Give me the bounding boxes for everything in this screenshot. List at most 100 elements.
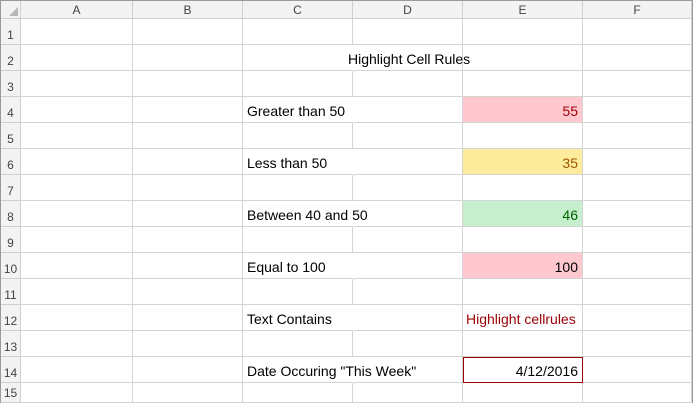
cell-b8[interactable] xyxy=(133,201,243,227)
cell-d14[interactable] xyxy=(353,357,463,383)
rule-value-cell[interactable]: Highlight cellrules xyxy=(463,305,583,331)
row-header[interactable]: 5 xyxy=(1,123,21,149)
cell-a14[interactable] xyxy=(21,357,133,383)
rule-value-cell[interactable]: 55 xyxy=(463,97,583,123)
cell-a3[interactable] xyxy=(21,71,133,97)
cell-c2[interactable] xyxy=(243,45,353,71)
cell-d9[interactable] xyxy=(353,227,463,253)
cell-f8[interactable] xyxy=(583,201,692,227)
cell-d11[interactable] xyxy=(353,279,463,305)
rule-value-cell[interactable]: 100 xyxy=(463,253,583,279)
cell-a15[interactable] xyxy=(21,383,133,403)
cell-d6[interactable] xyxy=(353,149,463,175)
row-header[interactable]: 6 xyxy=(1,149,21,175)
cell-e3[interactable] xyxy=(463,71,583,97)
cell-d12[interactable] xyxy=(353,305,463,331)
cell-b1[interactable] xyxy=(133,19,243,45)
cell-e2[interactable] xyxy=(463,45,583,71)
rule-value-cell[interactable]: 46 xyxy=(463,201,583,227)
cell-a13[interactable] xyxy=(21,331,133,357)
select-all-button[interactable] xyxy=(1,1,21,19)
row-header[interactable]: 9 xyxy=(1,227,21,253)
cell-a6[interactable] xyxy=(21,149,133,175)
cell-e7[interactable] xyxy=(463,175,583,201)
cell-b6[interactable] xyxy=(133,149,243,175)
cell-a10[interactable] xyxy=(21,253,133,279)
column-header-f[interactable]: F xyxy=(583,1,692,19)
cell-d2-title[interactable]: Highlight Cell Rules xyxy=(348,45,470,71)
row-header[interactable]: 12 xyxy=(1,305,21,331)
cell-e15[interactable] xyxy=(463,383,583,403)
cell-b4[interactable] xyxy=(133,97,243,123)
row-header[interactable]: 4 xyxy=(1,97,21,123)
cell-f6[interactable] xyxy=(583,149,692,175)
cell-d7[interactable] xyxy=(353,175,463,201)
cell-d1[interactable] xyxy=(353,19,463,45)
row-header[interactable]: 2 xyxy=(1,45,21,71)
rule-label[interactable]: Date Occuring "This Week" xyxy=(243,357,416,383)
cell-e9[interactable] xyxy=(463,227,583,253)
cell-c11[interactable] xyxy=(243,279,353,305)
cell-d5[interactable] xyxy=(353,123,463,149)
row-header[interactable]: 11 xyxy=(1,279,21,305)
cell-b13[interactable] xyxy=(133,331,243,357)
cell-a9[interactable] xyxy=(21,227,133,253)
rule-value-cell[interactable]: 35 xyxy=(463,149,583,175)
cell-f1[interactable] xyxy=(583,19,692,45)
cell-a5[interactable] xyxy=(21,123,133,149)
rule-label[interactable]: Greater than 50 xyxy=(243,97,353,123)
cell-b3[interactable] xyxy=(133,71,243,97)
cell-c5[interactable] xyxy=(243,123,353,149)
cell-c15[interactable] xyxy=(243,383,353,403)
row-header[interactable]: 3 xyxy=(1,71,21,97)
cell-f13[interactable] xyxy=(583,331,692,357)
cell-d3[interactable] xyxy=(353,71,463,97)
cell-d10[interactable] xyxy=(353,253,463,279)
cell-f2[interactable] xyxy=(583,45,692,71)
cell-f15[interactable] xyxy=(583,383,692,403)
cell-c9[interactable] xyxy=(243,227,353,253)
column-header-b[interactable]: B xyxy=(133,1,243,19)
cell-c3[interactable] xyxy=(243,71,353,97)
row-header[interactable]: 14 xyxy=(1,357,21,383)
cell-d13[interactable] xyxy=(353,331,463,357)
cell-f5[interactable] xyxy=(583,123,692,149)
cell-f11[interactable] xyxy=(583,279,692,305)
cell-a1[interactable] xyxy=(21,19,133,45)
rule-label[interactable]: Text Contains xyxy=(243,305,353,331)
column-header-a[interactable]: A xyxy=(21,1,133,19)
cell-b10[interactable] xyxy=(133,253,243,279)
cell-f7[interactable] xyxy=(583,175,692,201)
cell-d4[interactable] xyxy=(353,97,463,123)
cell-a4[interactable] xyxy=(21,97,133,123)
cell-b5[interactable] xyxy=(133,123,243,149)
cell-b12[interactable] xyxy=(133,305,243,331)
cell-b9[interactable] xyxy=(133,227,243,253)
cell-d15[interactable] xyxy=(353,383,463,403)
cell-f14[interactable] xyxy=(583,357,692,383)
row-header[interactable]: 15 xyxy=(1,383,21,403)
cell-e11[interactable] xyxy=(463,279,583,305)
rule-value-cell[interactable]: 4/12/2016 xyxy=(463,357,583,383)
cell-c7[interactable] xyxy=(243,175,353,201)
rule-label[interactable]: Between 40 and 50 xyxy=(243,201,368,227)
cell-a2[interactable] xyxy=(21,45,133,71)
cell-e1[interactable] xyxy=(463,19,583,45)
cell-c1[interactable] xyxy=(243,19,353,45)
cell-a7[interactable] xyxy=(21,175,133,201)
cell-f4[interactable] xyxy=(583,97,692,123)
rule-label[interactable]: Less than 50 xyxy=(243,149,353,175)
cell-f10[interactable] xyxy=(583,253,692,279)
row-header[interactable]: 10 xyxy=(1,253,21,279)
row-header[interactable]: 8 xyxy=(1,201,21,227)
cell-e5[interactable] xyxy=(463,123,583,149)
column-header-e[interactable]: E xyxy=(463,1,583,19)
rule-label[interactable]: Equal to 100 xyxy=(243,253,353,279)
cell-b15[interactable] xyxy=(133,383,243,403)
cell-a11[interactable] xyxy=(21,279,133,305)
cell-f3[interactable] xyxy=(583,71,692,97)
column-header-d[interactable]: D xyxy=(353,1,463,19)
cell-d8[interactable] xyxy=(353,201,463,227)
cell-b7[interactable] xyxy=(133,175,243,201)
column-header-c[interactable]: C xyxy=(243,1,353,19)
